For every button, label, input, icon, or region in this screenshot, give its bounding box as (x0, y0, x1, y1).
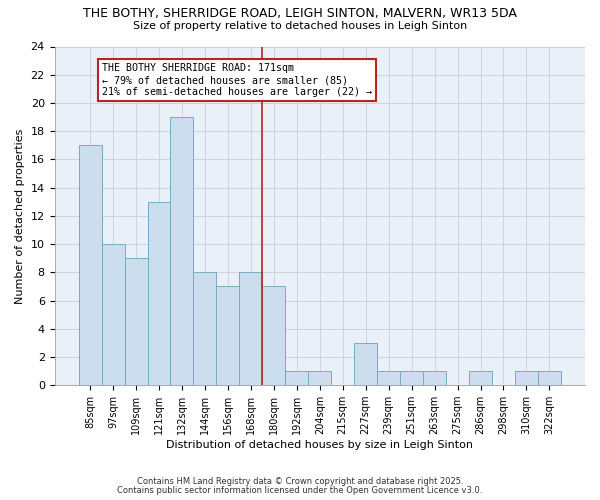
Bar (423, 371, 446, 385)
Bar (469, 371, 492, 385)
X-axis label: Distribution of detached houses by size in Leigh Sinton: Distribution of detached houses by size … (166, 440, 473, 450)
Bar (262, 286, 286, 385)
Bar (148, 202, 170, 385)
Bar (515, 371, 538, 385)
Text: Contains HM Land Registry data © Crown copyright and database right 2025.: Contains HM Land Registry data © Crown c… (137, 477, 463, 486)
Bar (193, 272, 217, 385)
Bar (354, 343, 377, 385)
Bar (101, 244, 125, 385)
Bar (377, 371, 400, 385)
Bar (538, 371, 561, 385)
Bar (239, 272, 262, 385)
Y-axis label: Number of detached properties: Number of detached properties (15, 128, 25, 304)
Bar (125, 258, 148, 385)
Bar (217, 286, 239, 385)
Text: Contains public sector information licensed under the Open Government Licence v3: Contains public sector information licen… (118, 486, 482, 495)
Bar (286, 371, 308, 385)
Text: Size of property relative to detached houses in Leigh Sinton: Size of property relative to detached ho… (133, 21, 467, 31)
Bar (79, 146, 101, 385)
Text: THE BOTHY SHERRIDGE ROAD: 171sqm
← 79% of detached houses are smaller (85)
21% o: THE BOTHY SHERRIDGE ROAD: 171sqm ← 79% o… (101, 64, 371, 96)
Text: THE BOTHY, SHERRIDGE ROAD, LEIGH SINTON, MALVERN, WR13 5DA: THE BOTHY, SHERRIDGE ROAD, LEIGH SINTON,… (83, 8, 517, 20)
Bar (170, 117, 193, 385)
Bar (400, 371, 423, 385)
Bar (308, 371, 331, 385)
